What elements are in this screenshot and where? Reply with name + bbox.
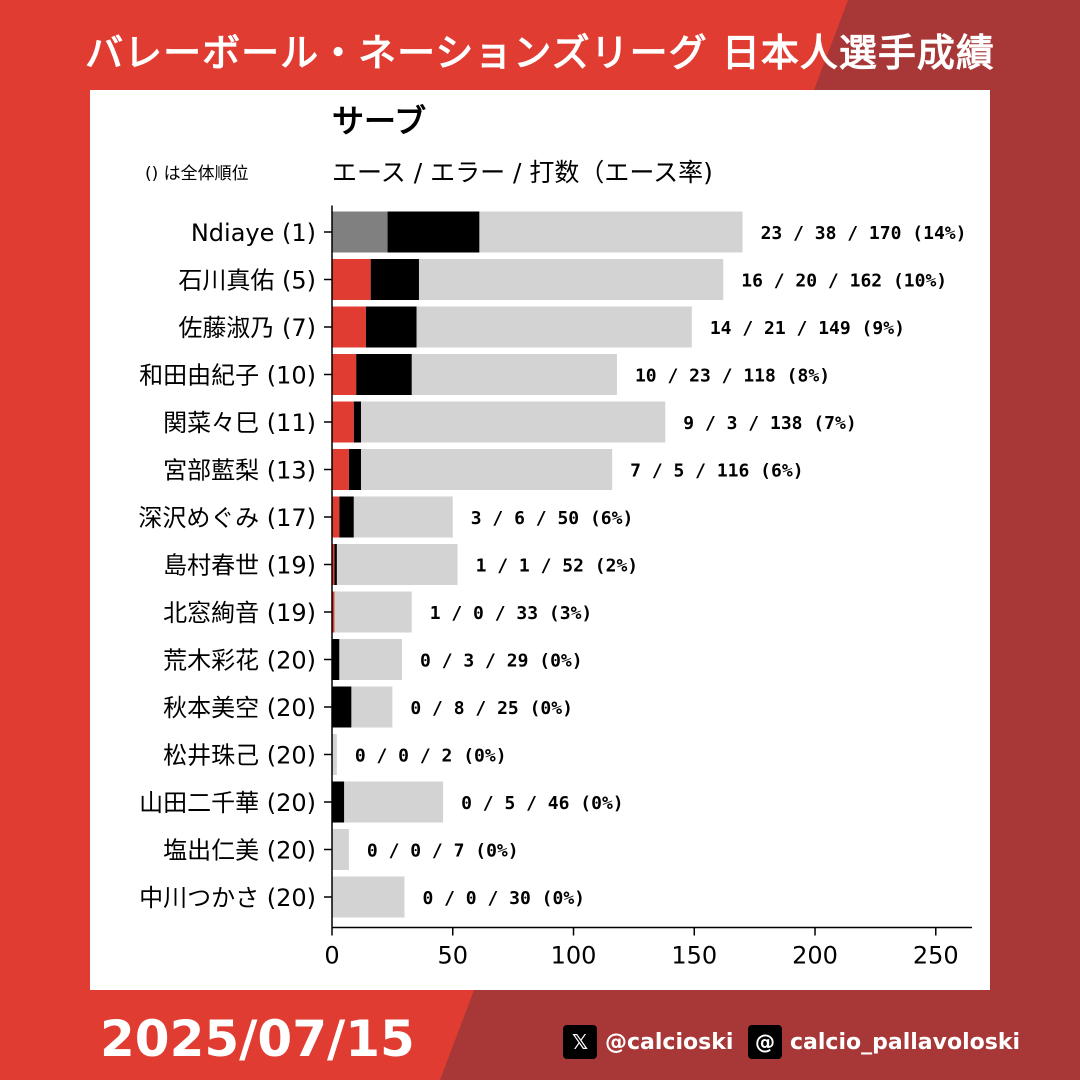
ace-bar xyxy=(332,354,357,395)
category-label: 佐藤淑乃 (7) xyxy=(178,314,316,342)
category-label: 中川つかさ (20) xyxy=(139,884,316,912)
total-bar xyxy=(332,639,403,680)
error-bar xyxy=(332,781,345,823)
date-label: 2025/07/15 xyxy=(100,1010,415,1068)
ace-bar xyxy=(332,401,354,443)
error-bar xyxy=(370,259,419,300)
data-label: 0 / 8 / 25 (0%) xyxy=(410,698,573,719)
data-label: 0 / 5 / 46 (0%) xyxy=(461,793,624,814)
x-tick-label: 150 xyxy=(671,942,717,970)
x-tick-label: 200 xyxy=(792,942,838,970)
data-label: 7 / 5 / 116 (6%) xyxy=(630,461,803,482)
category-label: 荒木彩花 (20) xyxy=(163,647,316,675)
category-label: 島村春世 (19) xyxy=(163,552,316,580)
serve-chart: サーブ () は全体順位 エース / エラー / 打数（エース率) Ndiaye… xyxy=(138,102,972,970)
total-bar xyxy=(332,591,412,633)
data-label: 23 / 38 / 170 (14%) xyxy=(761,223,967,244)
axes-group: Ndiaye (1) 23 / 38 / 170 (14%) 石川真佑 (5) 16 … xyxy=(138,205,972,970)
data-label: 0 / 0 / 7 (0%) xyxy=(367,841,519,862)
data-label: 0 / 3 / 29 (0%) xyxy=(420,651,583,672)
threads-account[interactable]: @ calcio_pallavoloski xyxy=(748,1024,1020,1060)
rank-note: () は全体順位 xyxy=(145,164,249,184)
category-label: 和田由紀子 (10) xyxy=(139,362,316,390)
data-label: 9 / 3 / 138 (7%) xyxy=(683,413,856,434)
category-label: 深沢めぐみ (17) xyxy=(138,504,316,532)
chart-title: サーブ xyxy=(332,102,426,140)
error-bar xyxy=(348,449,361,490)
x-handle: @calcioski xyxy=(605,1029,734,1055)
x-account[interactable]: 𝕏 @calcioski xyxy=(563,1024,733,1060)
x-tick-label: 0 xyxy=(324,942,339,970)
category-label: Ndiaye (1) xyxy=(191,219,316,247)
error-bar xyxy=(339,496,354,538)
data-label: 16 / 20 / 162 (10%) xyxy=(741,271,947,292)
total-bar xyxy=(332,544,458,585)
x-tick-label: 250 xyxy=(913,942,959,970)
ace-bar xyxy=(332,544,335,585)
category-label: 北窓絢音 (19) xyxy=(163,599,316,627)
x-tick-label: 50 xyxy=(437,942,468,970)
threads-logo-icon: @ xyxy=(748,1025,782,1059)
total-bar xyxy=(332,829,349,870)
ace-bar xyxy=(332,449,349,490)
ace-bar xyxy=(332,259,371,300)
chart-panel: サーブ () は全体順位 エース / エラー / 打数（エース率) Ndiaye… xyxy=(90,90,990,990)
error-bar xyxy=(334,544,337,585)
data-label: 1 / 0 / 33 (3%) xyxy=(430,603,593,624)
category-label: 秋本美空 (20) xyxy=(163,694,316,722)
data-label: 10 / 23 / 118 (8%) xyxy=(635,366,830,387)
category-label: 松井珠己 (20) xyxy=(163,742,316,770)
ace-bar xyxy=(332,211,388,253)
error-bar xyxy=(332,686,352,728)
total-bar xyxy=(332,401,666,443)
ace-bar xyxy=(332,496,340,538)
total-bar xyxy=(332,449,613,490)
category-label: 関菜々巳 (11) xyxy=(163,409,316,437)
chart-subtitle: エース / エラー / 打数（エース率) xyxy=(332,158,713,187)
x-logo-icon: 𝕏 xyxy=(563,1025,597,1059)
bars-group xyxy=(332,211,743,918)
category-label: 塩出仁美 (20) xyxy=(163,837,316,865)
x-tick-label: 100 xyxy=(551,942,597,970)
ace-bar xyxy=(332,591,335,633)
threads-handle: calcio_pallavoloski xyxy=(790,1029,1021,1055)
data-label: 14 / 21 / 149 (9%) xyxy=(710,318,905,339)
data-label: 0 / 0 / 30 (0%) xyxy=(422,888,585,909)
error-bar xyxy=(365,306,417,348)
category-label: 宮部藍梨 (13) xyxy=(163,457,316,485)
error-bar xyxy=(387,211,480,253)
total-bar xyxy=(332,876,405,918)
data-label: 3 / 6 / 50 (6%) xyxy=(471,508,634,529)
error-bar xyxy=(353,401,361,443)
error-bar xyxy=(332,639,340,680)
total-bar xyxy=(332,734,337,775)
page-title: バレーボール・ネーションズリーグ 日本人選手成績 xyxy=(85,31,995,75)
data-label: 0 / 0 / 2 (0%) xyxy=(355,746,507,767)
category-label: 石川真佑 (5) xyxy=(178,267,316,295)
data-label: 1 / 1 / 52 (2%) xyxy=(476,556,639,577)
total-bar xyxy=(332,781,444,823)
ace-bar xyxy=(332,306,366,348)
category-label: 山田二千華 (20) xyxy=(139,789,316,817)
error-bar xyxy=(356,354,412,395)
